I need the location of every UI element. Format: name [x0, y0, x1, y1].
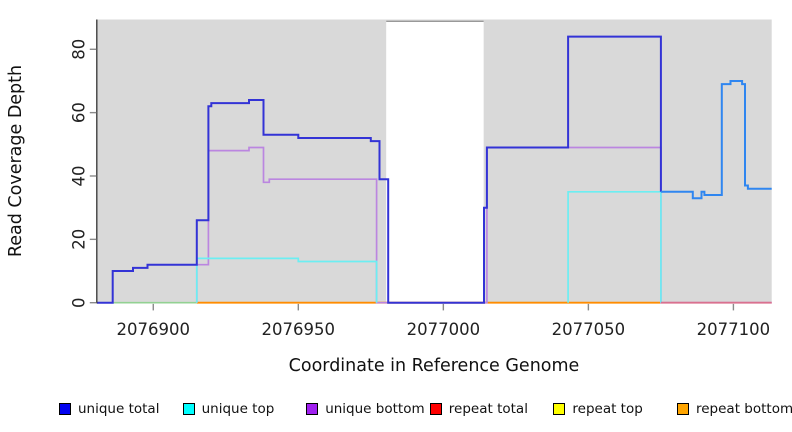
- y-tick-label: 80: [69, 39, 88, 60]
- legend-swatch-unique-bottom: [306, 403, 319, 415]
- legend-item-repeat-total: repeat total: [429, 399, 528, 419]
- y-tick-label: 0: [70, 297, 89, 308]
- legend-item-unique-bottom: unique bottom: [306, 399, 425, 419]
- legend-label: unique top: [201, 401, 275, 417]
- y-axis-title: Read Coverage Depth: [6, 65, 26, 257]
- x-axis-title: Coordinate in Reference Genome: [289, 356, 580, 376]
- legend-item-repeat-top: repeat top: [553, 399, 643, 419]
- legend-label: repeat top: [572, 401, 643, 417]
- unique-top-line-a: [195, 257, 378, 303]
- x-tick-label: 2077000: [407, 320, 481, 339]
- legend-swatch-repeat-total: [429, 403, 442, 415]
- y-tick-label: 60: [70, 102, 89, 123]
- legend-swatch-repeat-top: [553, 403, 566, 415]
- x-tick-label: 2076900: [117, 320, 191, 339]
- legend-swatch-unique-top: [182, 403, 195, 415]
- masked-gap-region: [386, 20, 484, 304]
- x-tick-label: 2077100: [697, 320, 771, 339]
- chart-legend: unique total unique top unique bottom repea…: [0, 399, 792, 425]
- x-tick-label: 2076950: [262, 320, 336, 339]
- legend-label: unique total: [78, 401, 160, 417]
- legend-swatch-unique-total: [59, 403, 71, 415]
- unique-top-line-b: [567, 190, 662, 303]
- legend-item-repeat-bottom: repeat bottom: [677, 399, 792, 419]
- x-tick-label: 2077050: [552, 320, 626, 339]
- legend-label: repeat total: [448, 401, 528, 417]
- unique-total-overlap-line: [660, 80, 772, 200]
- unique-total-line: [97, 35, 662, 304]
- legend-swatch-repeat-bottom: [677, 403, 689, 415]
- legend-item-unique-total: unique total: [59, 399, 159, 419]
- legend-label: unique bottom: [325, 401, 425, 417]
- legend-item-unique-top: unique top: [182, 399, 275, 419]
- y-tick-label: 40: [69, 166, 88, 187]
- y-tick-label: 20: [70, 229, 89, 250]
- legend-label: repeat bottom: [696, 401, 792, 417]
